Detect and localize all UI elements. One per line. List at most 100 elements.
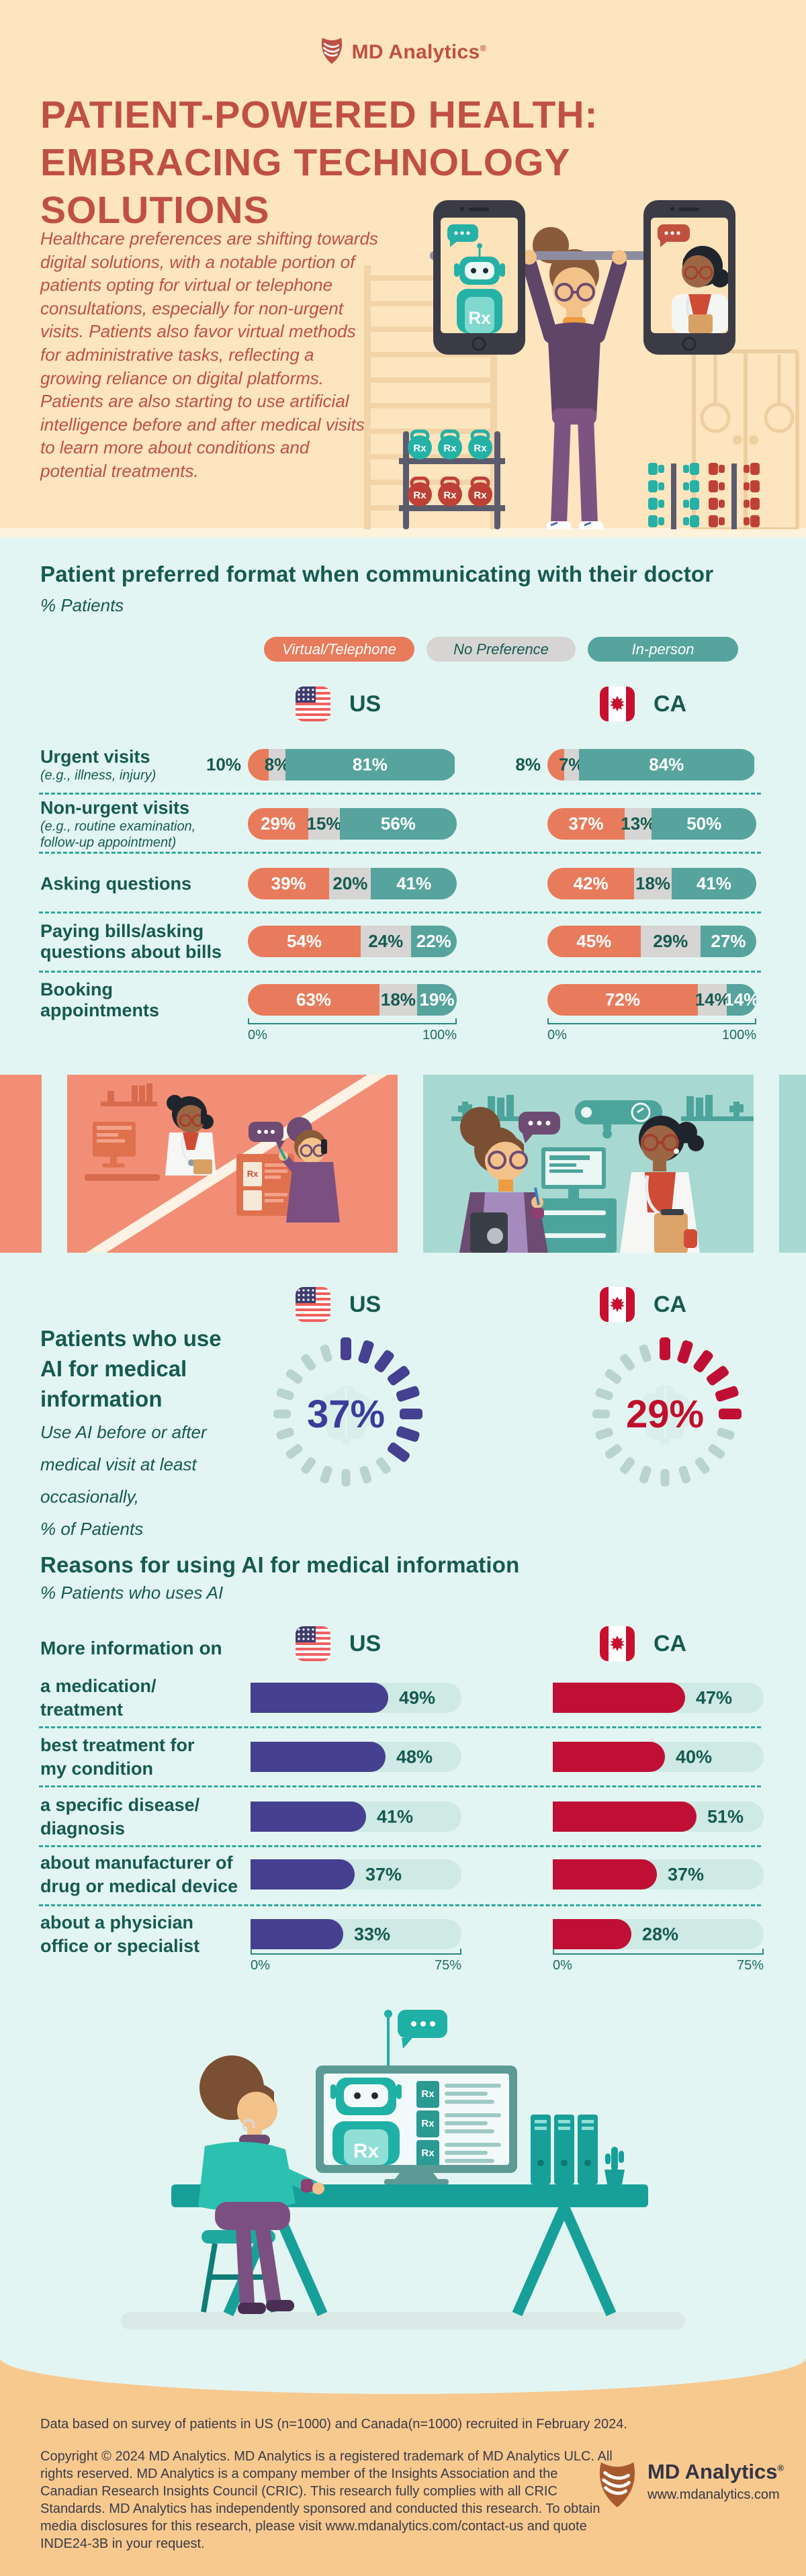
row-separator (39, 1785, 761, 1787)
bar-segment: 19% (416, 984, 457, 1016)
gauge-segment (359, 1466, 372, 1484)
bar-fill (553, 1859, 657, 1890)
reasons-chart-subtitle: % Patients who uses AI (40, 1583, 224, 1603)
left-edge-panel (0, 1075, 42, 1253)
category-label: Urgent visits (e.g., illness, injury) (40, 746, 156, 783)
category-label: Paying bills/asking questions about bills (40, 920, 222, 962)
axis-bracket (553, 1949, 764, 1955)
bar-fill (553, 1919, 631, 1949)
bar-fill (251, 1742, 386, 1772)
bar-segment: 7% (559, 749, 584, 781)
bar-segment: 81% (285, 749, 455, 781)
gauge-segment (717, 1427, 735, 1440)
value-label: 40% (676, 1746, 713, 1767)
reasons-column-header-us: US (296, 1626, 381, 1661)
dumbbell-rack-red-icon (709, 463, 760, 529)
bar-fill (553, 1742, 665, 1772)
gauge-segment (301, 1457, 316, 1474)
axis-min-label: 0% (553, 1958, 572, 1973)
doctor-avatar (620, 1116, 704, 1253)
ca-flag-icon (600, 1626, 635, 1661)
patient-on-phone: Rx (236, 1117, 340, 1223)
svg-text:Rx: Rx (468, 308, 491, 328)
gauge-segment (678, 1466, 691, 1484)
copyright-text: Copyright © 2024 MD Analytics. MD Analyt… (40, 2449, 613, 2551)
gym-cabinet-icon (692, 349, 799, 529)
value-label: 49% (399, 1687, 436, 1707)
gauge-segment (396, 1386, 420, 1402)
axis-min-label: 0% (248, 1028, 267, 1042)
rx-kettlebells-red: Rx Rx Rx (408, 476, 492, 506)
ca-flag-icon (600, 686, 635, 721)
legend-in-person: In-person (588, 637, 738, 662)
stacked-bar-ca: 72% 14% 14% (547, 984, 756, 1016)
gauge-segment (400, 1409, 422, 1419)
value-label: 37% (668, 1864, 705, 1884)
column-header-us: US (296, 686, 381, 721)
value-label: 48% (396, 1746, 433, 1767)
us-flag-icon (296, 1626, 330, 1661)
bar-segment: 18% (634, 868, 672, 899)
speech-bubble-icon (398, 2010, 447, 2049)
bar-segment: 41% (371, 868, 457, 899)
stacked-bar-us: 63% 18% 19% (248, 984, 457, 1016)
binders-icon (531, 2115, 598, 2184)
axis-max-label: 75% (736, 1958, 764, 1973)
bar-track-ca: 40% (553, 1742, 764, 1772)
axis-bracket (547, 1018, 756, 1024)
gauge-segment (715, 1386, 739, 1402)
stacked-bar-ca: 45% 29% 27% (547, 926, 756, 957)
seated-woman (198, 2055, 324, 2314)
ai-column-header-us: US (296, 1287, 381, 1322)
category-label: best treatment for my condition (40, 1734, 195, 1779)
axis-bracket (248, 1018, 457, 1024)
phone-doctor-icon (643, 200, 735, 355)
ca-flag-icon (600, 1287, 635, 1322)
bar-segment: 20% (329, 868, 371, 899)
md-analytics-shield-icon (596, 2460, 638, 2513)
row-separator (39, 852, 761, 854)
ai-gauge-us (273, 1337, 422, 1486)
medical-device-icon (575, 1100, 668, 1141)
bar-segment: 14% (695, 984, 730, 1016)
stacked-bar-ca: 37% 13% 50% (547, 808, 756, 840)
bar-track-us: 48% (251, 1742, 461, 1772)
phone-chatbot-icon: Rx (433, 200, 525, 355)
gauge-segment (301, 1353, 316, 1371)
bar-fill (251, 1859, 355, 1890)
value-label: 47% (696, 1687, 733, 1707)
bar-track-us: 33% (251, 1919, 461, 1949)
patient-avatar (459, 1107, 560, 1253)
rx-list: Rx Rx Rx (416, 2081, 501, 2165)
bar-segment: 56% (339, 808, 457, 840)
gauge-segment (595, 1427, 613, 1440)
legend-virtual-telephone: Virtual/Telephone (264, 637, 414, 662)
bar-track-ca: 37% (553, 1859, 764, 1890)
footer-brand-logo: MD Analytics® www.mdanalytics.com (596, 2460, 784, 2513)
survey-note: Data based on survey of patients in US (… (40, 2417, 627, 2432)
svg-text:Rx: Rx (443, 490, 457, 501)
gauge-segment (374, 1350, 394, 1372)
gauge-segment (719, 1409, 742, 1419)
svg-text:Rx: Rx (247, 1169, 259, 1179)
format-chart-subtitle: % Patients (40, 595, 124, 615)
legend-no-preference: No Preference (427, 637, 576, 662)
robot-icon: Rx (330, 2078, 402, 2165)
value-label: 37% (365, 1864, 402, 1884)
value-label: 41% (377, 1806, 414, 1826)
ai-gauge-ca (592, 1337, 742, 1486)
dumbbell-rack-teal-icon (648, 463, 699, 529)
gym-rings-icon (700, 355, 795, 433)
axis-min-label: 0% (251, 1958, 270, 1973)
gauge-segment (707, 1366, 729, 1386)
brand-logo: MD Analytics® (0, 36, 806, 69)
stacked-bar-ca: 42% 18% 41% (547, 868, 756, 899)
value-label: 33% (354, 1924, 391, 1944)
speech-bubble-icon (658, 224, 690, 247)
hero-floor (0, 528, 806, 537)
clinic-monitor (531, 1147, 617, 1253)
svg-text:Rx: Rx (474, 490, 487, 501)
bar-segment (248, 749, 269, 781)
bar-track-us: 41% (251, 1802, 461, 1832)
